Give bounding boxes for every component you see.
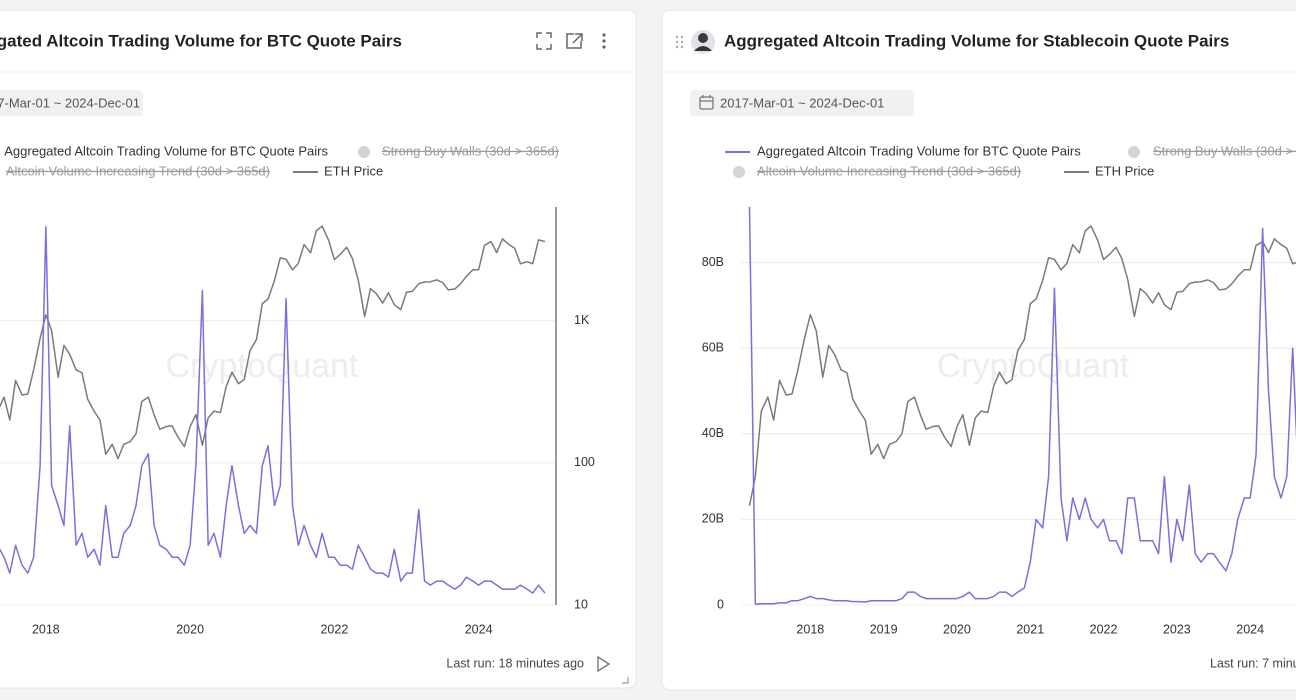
more-icon[interactable] — [602, 33, 606, 49]
drag-handle[interactable] — [675, 35, 684, 49]
date-pill[interactable] — [0, 90, 143, 116]
legend-label[interactable]: Strong Buy Walls (30d > 365d) — [382, 143, 559, 158]
legend-label[interactable]: Aggregated Altcoin Trading Volume for BT… — [4, 143, 328, 158]
x-tick-label: 2018 — [32, 622, 60, 636]
x-tick-label: 2021 — [1016, 622, 1044, 636]
x-tick-label: 2020 — [943, 622, 971, 636]
last-run: Last run: 18 minutes ago — [446, 656, 584, 670]
y2-tick-label: 100 — [574, 455, 595, 469]
y2-tick-label: 10 — [574, 597, 588, 611]
legend-label[interactable]: Strong Buy Walls (30d > 365d) — [1153, 143, 1296, 158]
x-tick-label: 2019 — [870, 622, 898, 636]
x-tick-label: 2024 — [1236, 622, 1264, 636]
open-icon[interactable] — [566, 33, 583, 49]
expand-icon[interactable] — [536, 32, 552, 50]
legend-marker — [358, 146, 370, 158]
avatar — [691, 30, 715, 54]
legend-label[interactable]: Aggregated Altcoin Trading Volume for BT… — [757, 143, 1081, 158]
date-pill[interactable] — [690, 90, 914, 116]
y-tick-label: 0 — [717, 597, 724, 611]
legend-marker — [1128, 146, 1140, 158]
panel — [0, 9, 637, 689]
y-tick-label: 60B — [702, 341, 724, 355]
panel-title: Aggregated Altcoin Trading Volume for St… — [724, 31, 1229, 50]
legend-label[interactable]: ETH Price — [1095, 163, 1154, 178]
calendar-icon — [699, 95, 714, 110]
watermark: CryptoQuant — [166, 347, 359, 385]
y-tick-label: 40B — [702, 426, 724, 440]
last-run: Last run: 7 minutes ago — [1210, 656, 1296, 670]
date-range: 2017-Mar-01 ~ 2024-Dec-01 — [720, 95, 884, 110]
x-tick-label: 2022 — [320, 622, 348, 636]
x-tick-label: 2020 — [176, 622, 204, 636]
legend-marker — [733, 166, 745, 178]
x-tick-label: 2018 — [796, 622, 824, 636]
resize-handle[interactable] — [622, 677, 629, 684]
y2-tick-label: 1K — [574, 313, 590, 327]
price-line — [0, 225, 546, 460]
volume-line — [0, 226, 546, 594]
x-tick-label: 2023 — [1163, 622, 1191, 636]
run-icon[interactable] — [597, 655, 611, 673]
x-tick-label: 2022 — [1090, 622, 1118, 636]
price-line — [748, 225, 1296, 506]
watermark: CryptoQuant — [937, 347, 1130, 385]
volume-line — [748, 206, 1296, 605]
y-tick-label: 80B — [702, 255, 724, 269]
panel-title: Aggregated Altcoin Trading Volume for BT… — [0, 31, 402, 50]
y-tick-label: 20B — [702, 512, 724, 526]
x-tick-label: 2024 — [465, 622, 493, 636]
date-range: 2017-Mar-01 ~ 2024-Dec-01 — [0, 95, 140, 110]
legend-label[interactable]: Altcoin Volume Increasing Trend (30d > 3… — [6, 163, 270, 178]
legend-label[interactable]: Altcoin Volume Increasing Trend (30d > 3… — [757, 163, 1021, 178]
legend-label[interactable]: ETH Price — [324, 163, 383, 178]
